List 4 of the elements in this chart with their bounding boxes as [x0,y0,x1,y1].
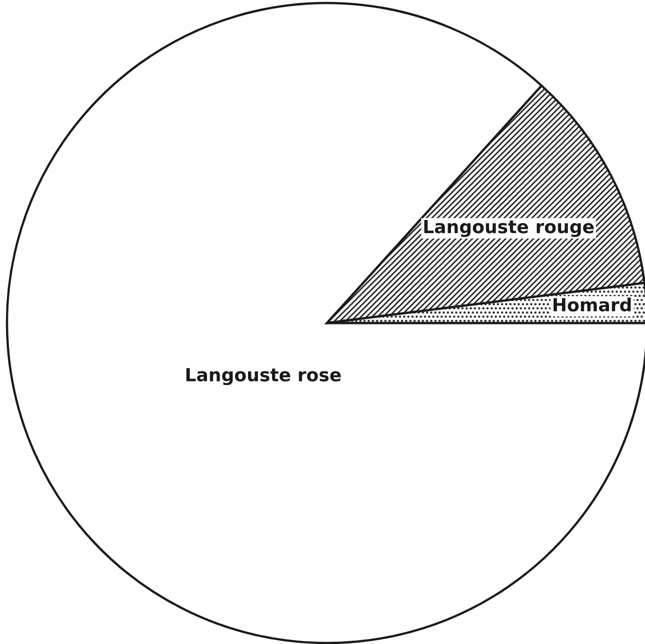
slice-label: Langouste rouge [424,220,594,238]
slice-label: Langouste rose [186,368,341,386]
slice-label: Homard [554,298,631,312]
pie-slice [6,2,645,644]
